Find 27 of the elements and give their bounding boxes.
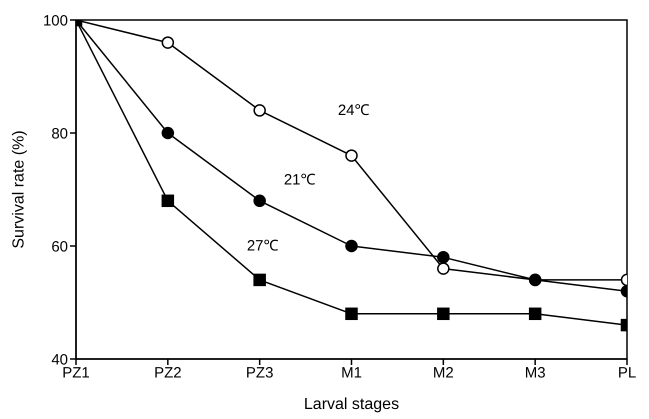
point [528, 308, 542, 320]
point [162, 36, 174, 49]
x-tick-label: PL [618, 364, 636, 382]
point [345, 308, 358, 320]
y-tick-label: 60 [51, 238, 68, 256]
point [253, 104, 266, 117]
x-tick-label: PZ2 [154, 364, 182, 382]
y-tick-label: 80 [51, 125, 68, 142]
point [253, 194, 266, 208]
x-tick-label: PZ3 [246, 364, 274, 382]
series-label: 21℃ [284, 171, 316, 188]
x-tick-label: M3 [524, 364, 546, 382]
x-axis-title: Larval stages [304, 396, 400, 413]
point [162, 194, 174, 208]
series-label: 27℃ [246, 237, 279, 254]
point [345, 240, 358, 252]
series-label: 24℃ [338, 102, 370, 119]
y-tick-label: 100 [42, 12, 68, 30]
point [437, 251, 450, 264]
point [437, 308, 450, 320]
point [253, 274, 266, 286]
x-tick-label: M1 [341, 364, 362, 382]
point [162, 126, 174, 140]
point [437, 262, 450, 275]
y-axis-title: Survival rate (%) [10, 130, 28, 249]
x-tick-label: M2 [432, 364, 454, 382]
point [345, 149, 358, 162]
